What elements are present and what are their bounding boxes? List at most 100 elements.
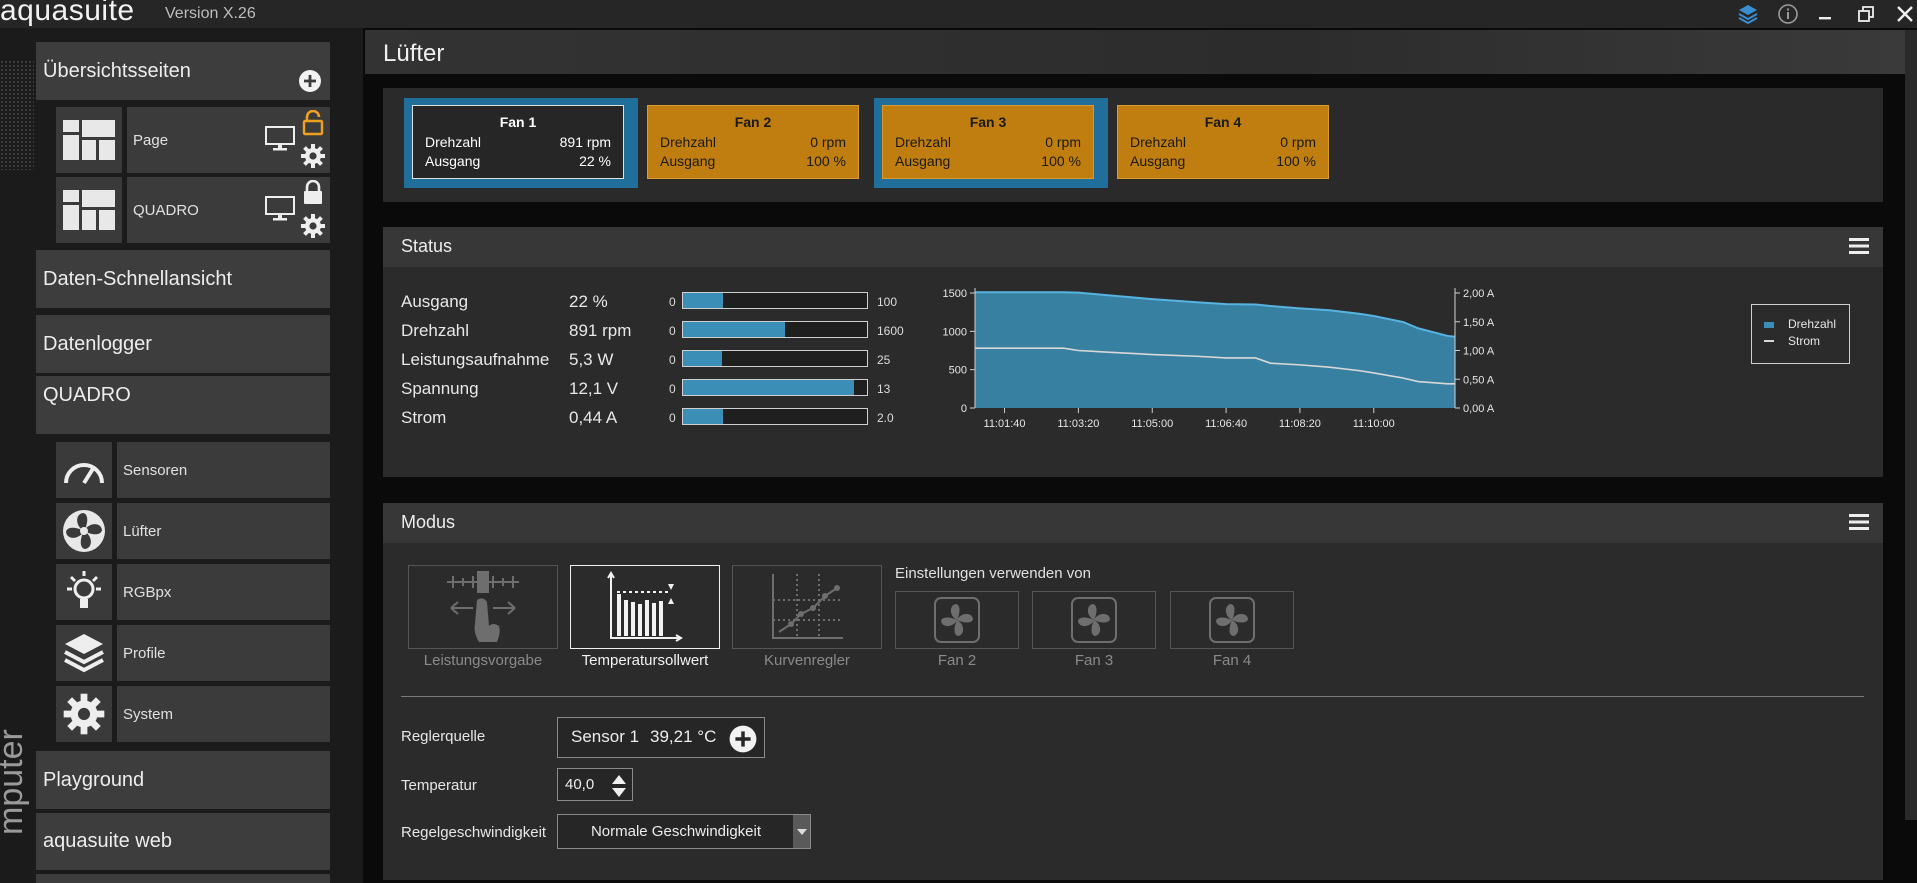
info-icon[interactable] — [1771, 0, 1805, 28]
y-right-tick-label: 0,00 A — [1463, 403, 1495, 415]
fan-speed-label: Drehzahl — [425, 134, 482, 150]
sidebar-page-item[interactable]: QUADRO — [127, 177, 330, 243]
status-bar-fill — [683, 380, 855, 395]
status-row-max: 25 — [877, 353, 891, 367]
y-left-tick-label: 0 — [961, 403, 967, 415]
add-page-icon[interactable] — [298, 69, 322, 93]
fan-card-1[interactable]: Fan 1 Drehzahl 891 rpm Ausgang 22 % — [404, 98, 638, 188]
chevron-down-icon[interactable] — [793, 815, 810, 848]
y-left-tick-label: 1000 — [943, 326, 967, 338]
stepper-down-icon[interactable] — [610, 786, 628, 804]
x-tick-label: 11:08:20 — [1279, 418, 1321, 430]
locked-icon[interactable] — [302, 179, 324, 211]
mode-option-label: Kurvenregler — [764, 652, 850, 669]
page-settings-icon[interactable] — [300, 213, 326, 244]
sidebar-item-rgbpx[interactable]: RGBpx — [117, 564, 330, 620]
sidebar-item-fans[interactable]: Lüfter — [117, 503, 330, 559]
unlocked-icon[interactable] — [302, 109, 324, 141]
source-fan2-button[interactable] — [895, 591, 1019, 649]
source-fan3-button[interactable] — [1032, 591, 1156, 649]
fan-speed: 0 rpm — [810, 134, 846, 150]
page-thumbnail-icon[interactable] — [56, 177, 122, 243]
fan-name: Fan 4 — [1204, 114, 1242, 130]
fan-speed: 891 rpm — [559, 134, 611, 150]
fan-output-label: Ausgang — [425, 153, 481, 169]
legend-swatch-drehzahl — [1764, 322, 1774, 328]
sidebar-datalogger[interactable]: Datenlogger — [36, 315, 330, 373]
gauge-icon[interactable] — [56, 442, 112, 498]
mode-option-label: Leistungsvorgabe — [423, 652, 543, 669]
hamburger-menu-icon[interactable] — [1849, 513, 1869, 531]
close-icon[interactable] — [1888, 0, 1917, 28]
status-panel-header — [383, 227, 1883, 267]
x-tick-label: 11:10:00 — [1353, 418, 1395, 430]
temperature-stepper[interactable]: 40,0 — [557, 768, 633, 801]
scrollbar[interactable] — [1905, 30, 1917, 820]
x-tick-label: 11:06:40 — [1205, 418, 1247, 430]
x-tick-label: 11:01:40 — [984, 418, 1026, 430]
controller-source-field[interactable]: Sensor 1 39,21 °C — [557, 717, 765, 758]
sidebar-section-label: Playground — [43, 768, 145, 791]
status-bar — [682, 321, 868, 338]
status-row-value: 0,44 A — [569, 408, 618, 427]
status-row-min: 0 — [669, 324, 676, 338]
fan-output-label: Ausgang — [660, 153, 716, 169]
sidebar-playground[interactable]: Playground — [36, 751, 330, 809]
fan-card-3[interactable]: Fan 3 Drehzahl 0 rpm Ausgang 100 % — [874, 98, 1108, 188]
power-slider-icon — [447, 571, 519, 642]
page-settings-icon[interactable] — [300, 143, 326, 174]
sidebar-device-quadro[interactable]: QUADRO — [36, 376, 330, 434]
series-area-drehzahl — [975, 292, 1455, 408]
sidebar-overview-header[interactable]: Übersichtsseiten — [36, 42, 330, 100]
sidebar-page-item[interactable]: Page — [127, 107, 330, 173]
side-vertical-label: mputer — [0, 729, 30, 835]
status-bar — [682, 350, 868, 367]
fan-card-2[interactable]: Fan 2 Drehzahl 0 rpm Ausgang 100 % — [639, 98, 873, 188]
stepper-up-icon[interactable] — [610, 772, 628, 790]
sidebar-aquasuite-web[interactable]: aquasuite web — [36, 813, 330, 870]
status-row-value: 12,1 V — [569, 379, 619, 398]
lightbulb-icon[interactable] — [56, 564, 112, 620]
restore-icon[interactable] — [1849, 0, 1883, 28]
page-thumbnail-icon[interactable] — [56, 107, 122, 173]
monitor-icon[interactable] — [265, 196, 295, 227]
sidebar-quick-view[interactable]: Daten-Schnellansicht — [36, 250, 330, 308]
control-speed-dropdown[interactable]: Normale Geschwindigkeit — [557, 814, 811, 849]
temperature-label: Temperatur — [401, 777, 477, 794]
add-source-icon[interactable] — [729, 725, 757, 753]
sidebar-page-label: QUADRO — [133, 201, 199, 219]
layers-icon[interactable] — [56, 625, 112, 681]
layers-icon[interactable] — [1731, 0, 1765, 28]
status-bar-fill — [683, 293, 724, 308]
sidebar-item-system[interactable]: System — [117, 686, 330, 742]
source-label: Fan 3 — [1074, 652, 1114, 669]
source-fan4-button[interactable] — [1170, 591, 1294, 649]
fan-icon[interactable] — [56, 503, 112, 559]
fan-output-label: Ausgang — [1130, 153, 1186, 169]
sidebar-item-label: RGBpx — [123, 583, 172, 601]
sidebar-item-profiles[interactable]: Profile — [117, 625, 330, 681]
mode-power-button[interactable] — [408, 565, 558, 649]
status-chart: 0 500 1000 1500 0,00 A 0,50 A 1,00 A 1,50 A 2,00… — [943, 288, 1495, 430]
hamburger-menu-icon[interactable] — [1849, 237, 1869, 255]
status-row-value: 891 rpm — [569, 321, 632, 340]
fan-card-body: Fan 1 Drehzahl 891 rpm Ausgang 22 % — [412, 105, 624, 179]
side-decoration — [0, 60, 34, 170]
page-header — [365, 30, 1905, 74]
status-bar-fill — [683, 351, 722, 366]
x-tick-label: 11:05:00 — [1131, 418, 1173, 430]
fan-card-4[interactable]: Fan 4 Drehzahl 0 rpm Ausgang 100 % — [1109, 98, 1343, 188]
monitor-icon[interactable] — [265, 126, 295, 157]
mode-target-temp-button[interactable] — [570, 565, 720, 649]
legend-label: Strom — [1788, 334, 1821, 348]
fan-card-body: Fan 2 Drehzahl 0 rpm Ausgang 100 % — [647, 105, 859, 179]
fan-card-body: Fan 3 Drehzahl 0 rpm Ausgang 100 % — [882, 105, 1094, 179]
status-row-max: 2.0 — [877, 411, 894, 425]
sidebar-item-label: Sensoren — [123, 461, 188, 479]
mode-curve-button[interactable] — [732, 565, 882, 649]
control-speed-value: Normale Geschwindigkeit — [590, 823, 762, 840]
sidebar-item-label: Profile — [123, 644, 166, 662]
sidebar-item-sensors[interactable]: Sensoren — [117, 442, 330, 498]
minimize-icon[interactable] — [1808, 0, 1842, 28]
gear-icon[interactable] — [56, 686, 112, 742]
